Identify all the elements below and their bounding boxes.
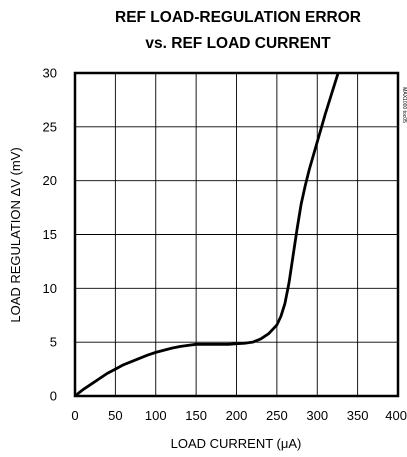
y-tick-label: 5 (50, 335, 57, 350)
x-tick-label: 350 (347, 408, 369, 423)
y-tick-label: 10 (43, 281, 57, 296)
y-tick-label: 30 (43, 66, 57, 81)
x-tick-label: 200 (226, 408, 248, 423)
x-axis-label: LOAD CURRENT (μA) (171, 436, 302, 451)
y-tick-labels: 0 5 10 15 20 25 30 (43, 66, 57, 404)
grid-lines (75, 73, 398, 396)
plot-frame (73, 71, 400, 398)
chart-title: REF LOAD-REGULATION ERROR (115, 9, 361, 26)
x-tick-label: 300 (306, 408, 328, 423)
x-tick-label: 100 (145, 408, 167, 423)
x-tick-label: 250 (266, 408, 288, 423)
x-tick-labels: 0 50 100 150 200 250 300 350 400 (71, 408, 407, 423)
y-tick-label: 15 (43, 227, 57, 242)
x-tick-label: 150 (185, 408, 207, 423)
y-tick-label: 25 (43, 119, 57, 134)
y-tick-label: 0 (50, 389, 57, 404)
x-tick-label: 0 (71, 408, 78, 423)
chart-side-note: MAX1000 toc05 (401, 87, 407, 123)
chart-subtitle: vs. REF LOAD CURRENT (145, 35, 331, 52)
x-tick-label: 50 (108, 408, 122, 423)
load-regulation-curve (75, 73, 340, 396)
y-axis-label: LOAD REGULATION ΔV (mV) (8, 147, 23, 322)
x-tick-label: 400 (385, 408, 407, 423)
y-tick-label: 20 (43, 173, 57, 188)
